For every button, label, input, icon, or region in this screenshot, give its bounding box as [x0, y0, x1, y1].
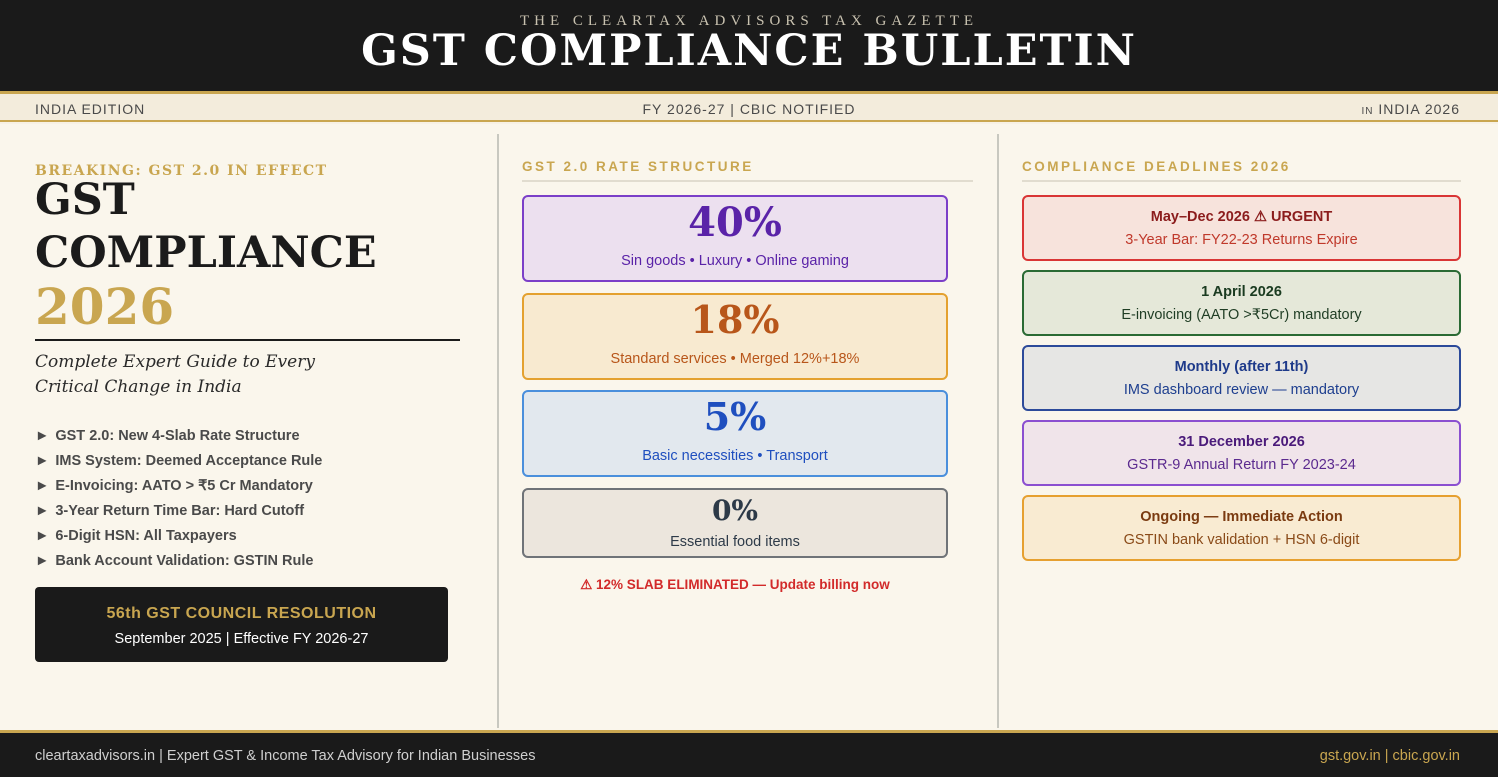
resolution-subtitle: September 2025 | Effective FY 2026-27	[114, 631, 369, 647]
key-change-text: 6-Digit HSN: All Taxpayers	[55, 528, 237, 544]
bullet-arrow-icon: ►	[35, 428, 50, 444]
key-change-item: ► GST 2.0: New 4-Slab Rate Structure	[35, 424, 322, 449]
key-change-item: ► 6-Digit HSN: All Taxpayers	[35, 524, 322, 549]
bullet-arrow-icon: ►	[35, 528, 50, 544]
key-change-text: Bank Account Validation: GSTIN Rule	[55, 553, 314, 569]
deadline-title: 1 April 2026	[1201, 284, 1282, 300]
footer: cleartaxadvisors.in | Expert GST & Incom…	[0, 733, 1498, 777]
deadline-detail: E-invoicing (AATO >₹5Cr) mandatory	[1121, 307, 1362, 323]
key-change-item: ► 3-Year Return Time Bar: Hard Cutoff	[35, 499, 322, 524]
key-change-text: 3-Year Return Time Bar: Hard Cutoff	[55, 503, 305, 519]
breaking-label: BREAKING: GST 2.0 IN EFFECT	[35, 163, 328, 179]
deadline-title: 31 December 2026	[1178, 434, 1305, 450]
rate-card: 40% Sin goods • Luxury • Online gaming	[522, 195, 948, 282]
footer-gold-rule	[0, 730, 1498, 733]
deadline-detail: GSTR-9 Annual Return FY 2023-24	[1127, 457, 1356, 473]
deadline-card: 31 December 2026 GSTR-9 Annual Return FY …	[1022, 420, 1461, 486]
deadline-card: 1 April 2026 E-invoicing (AATO >₹5Cr) man…	[1022, 270, 1461, 336]
deadline-detail: 3-Year Bar: FY22-23 Returns Expire	[1125, 232, 1358, 248]
fiscal-year-label: FY 2026-27 | CBIC NOTIFIED	[642, 101, 856, 117]
key-change-text: GST 2.0: New 4-Slab Rate Structure	[55, 428, 300, 444]
location-prefix: IN	[1361, 106, 1374, 117]
rate-description: Standard services • Merged 12%+18%	[610, 351, 860, 367]
bullet-arrow-icon: ►	[35, 453, 50, 469]
rate-card: 18% Standard services • Merged 12%+18%	[522, 293, 948, 380]
rate-percentage: 5%	[703, 394, 767, 439]
main-content: BREAKING: GST 2.0 IN EFFECT GST COMPLIAN…	[0, 124, 1498, 730]
hero-divider	[35, 339, 460, 341]
hero-line-2: COMPLIANCE	[35, 228, 377, 278]
deadline-detail: GSTIN bank validation + HSN 6-digit	[1123, 532, 1360, 548]
deadline-title: Ongoing — Immediate Action	[1140, 509, 1343, 525]
location-text: INDIA 2026	[1378, 101, 1460, 117]
slab-eliminated-warning: ⚠ 12% SLAB ELIMINATED — Update billing n…	[580, 577, 890, 592]
deadline-detail: IMS dashboard review — mandatory	[1123, 382, 1360, 398]
rate-description: Sin goods • Luxury • Online gaming	[621, 253, 849, 269]
rate-card: 5% Basic necessities • Transport	[522, 390, 948, 477]
deadline-card: May–Dec 2026 ⚠ URGENT 3-Year Bar: FY22-23…	[1022, 195, 1461, 261]
key-change-text: IMS System: Deemed Acceptance Rule	[55, 453, 323, 469]
column-divider-left	[497, 134, 499, 728]
masthead-title: GST COMPLIANCE BULLETIN	[361, 26, 1137, 76]
masthead-gold-rule	[0, 91, 1498, 94]
rate-card: 0% Essential food items	[522, 488, 948, 558]
column-divider-right	[997, 134, 999, 728]
rate-percentage: 0%	[711, 494, 759, 527]
footer-gov-links[interactable]: gst.gov.in | cbic.gov.in	[1319, 748, 1460, 764]
bullet-arrow-icon: ►	[35, 553, 50, 569]
council-resolution-box: 56th GST COUNCIL RESOLUTION September 20…	[35, 587, 448, 662]
dateline-bar: INDIA EDITION FY 2026-27 | CBIC NOTIFIED…	[0, 94, 1498, 122]
deadline-title: Monthly (after 11th)	[1174, 359, 1309, 375]
masthead: THE CLEARTAX ADVISORS TAX GAZETTE GST CO…	[0, 0, 1498, 91]
deadline-title: May–Dec 2026 ⚠ URGENT	[1150, 209, 1333, 225]
hero-subtitle: Complete Expert Guide to Every Critical …	[35, 352, 315, 397]
bullet-arrow-icon: ►	[35, 503, 50, 519]
bullet-arrow-icon: ►	[35, 478, 50, 494]
key-change-text: E-Invoicing: AATO > ₹5 Cr Mandatory	[55, 478, 313, 494]
deadline-card: Monthly (after 11th) IMS dashboard review…	[1022, 345, 1461, 411]
footer-site-info: cleartaxadvisors.in | Expert GST & Incom…	[35, 748, 536, 764]
resolution-title: 56th GST COUNCIL RESOLUTION	[106, 605, 377, 622]
key-change-item: ► Bank Account Validation: GSTIN Rule	[35, 549, 322, 574]
deadlines-heading: COMPLIANCE DEADLINES 2026	[1022, 159, 1461, 182]
hero-year: 2026	[35, 277, 175, 336]
rate-description: Basic necessities • Transport	[642, 448, 828, 464]
hero-line-1: GST	[35, 175, 135, 225]
deadline-card: Ongoing — Immediate Action GSTIN bank val…	[1022, 495, 1461, 561]
masthead-kicker: THE CLEARTAX ADVISORS TAX GAZETTE	[519, 13, 979, 29]
location-label: IN INDIA 2026	[1362, 101, 1461, 117]
rate-structure-heading: GST 2.0 RATE STRUCTURE	[522, 159, 973, 182]
edition-label: INDIA EDITION	[35, 101, 146, 117]
rate-percentage: 18%	[690, 297, 780, 342]
rate-percentage: 40%	[688, 199, 782, 246]
key-change-item: ► E-Invoicing: AATO > ₹5 Cr Mandatory	[35, 474, 322, 499]
hero-headline: GST COMPLIANCE 2026	[35, 174, 377, 333]
key-change-item: ► IMS System: Deemed Acceptance Rule	[35, 449, 322, 474]
key-changes-list: ► GST 2.0: New 4-Slab Rate Structure ► IMS …	[35, 424, 322, 574]
rate-description: Essential food items	[670, 534, 800, 550]
